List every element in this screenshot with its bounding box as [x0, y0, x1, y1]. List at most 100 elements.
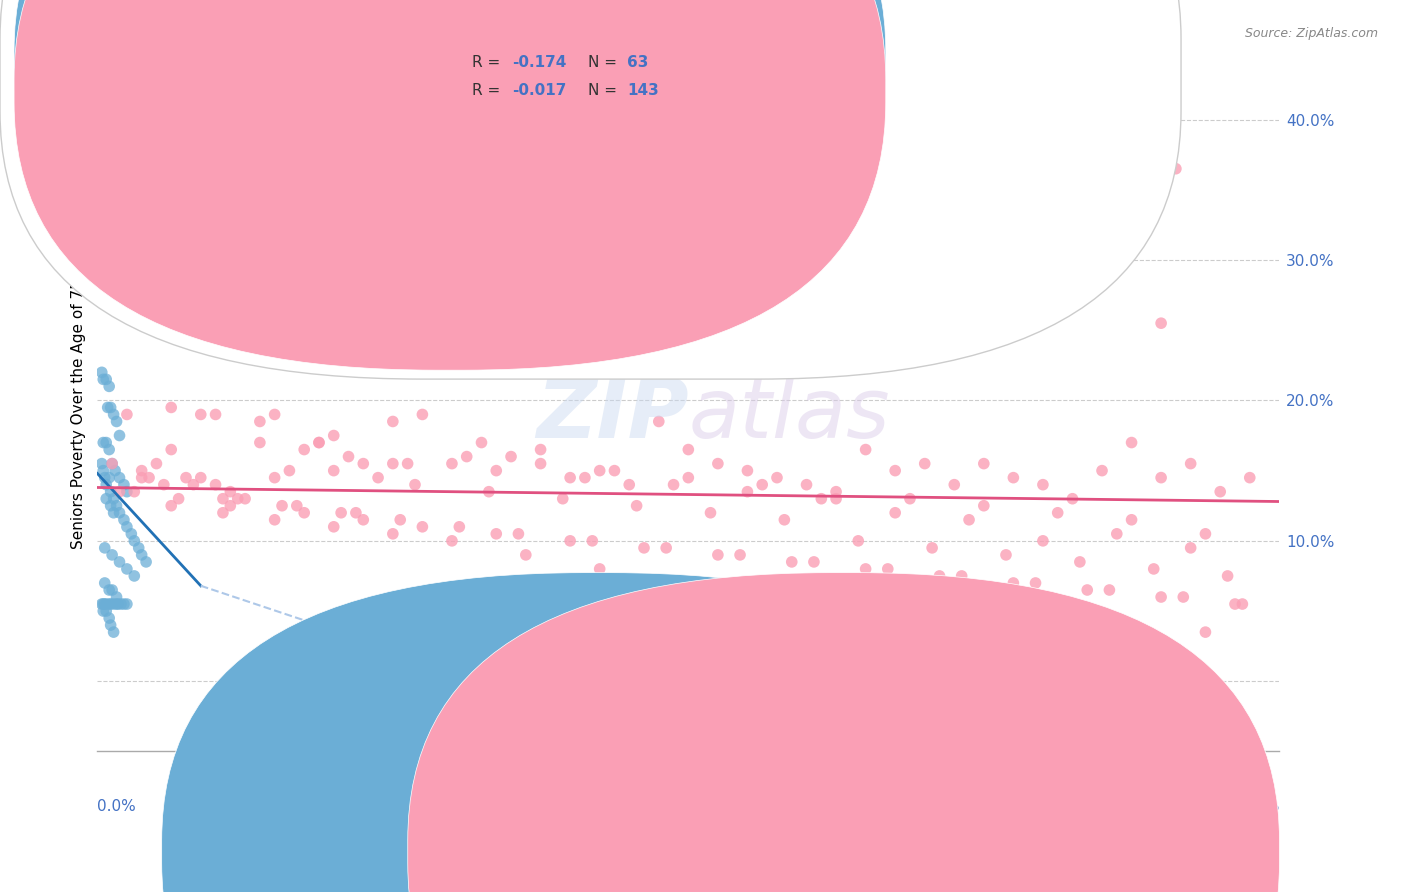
Point — [322, 464, 344, 478]
Point — [115, 562, 138, 576]
Point — [352, 513, 374, 527]
Point — [98, 379, 121, 393]
Point — [104, 464, 127, 478]
Point — [91, 604, 114, 618]
Point — [131, 464, 153, 478]
Point — [105, 415, 128, 429]
Point — [108, 555, 131, 569]
Text: N =: N = — [588, 84, 621, 98]
Point — [308, 435, 330, 450]
Point — [662, 477, 685, 491]
Point — [810, 491, 832, 506]
Point — [921, 541, 943, 555]
Point — [973, 499, 995, 513]
Point — [292, 442, 315, 457]
Point — [249, 435, 271, 450]
Point — [1002, 576, 1025, 591]
Point — [470, 435, 492, 450]
Point — [560, 533, 582, 548]
Point — [112, 513, 135, 527]
Point — [1121, 513, 1143, 527]
Point — [93, 541, 115, 555]
Point — [1002, 470, 1025, 484]
Point — [678, 470, 700, 484]
Text: Asians: Asians — [862, 845, 911, 859]
Point — [108, 506, 131, 520]
Point — [93, 470, 115, 484]
Point — [100, 618, 122, 632]
Point — [950, 569, 973, 583]
Point — [352, 457, 374, 471]
Point — [292, 506, 315, 520]
Point — [648, 415, 671, 429]
Point — [766, 470, 789, 484]
Point — [381, 415, 404, 429]
Point — [737, 582, 759, 597]
Point — [226, 491, 249, 506]
Point — [529, 457, 551, 471]
Point — [98, 470, 121, 484]
Text: Immigrants from Pakistan: Immigrants from Pakistan — [616, 845, 813, 859]
Text: 143: 143 — [627, 84, 659, 98]
Point — [174, 470, 197, 484]
Point — [98, 597, 121, 611]
Point — [1232, 597, 1254, 611]
Point — [485, 526, 508, 541]
Point — [1062, 491, 1084, 506]
Point — [108, 470, 131, 484]
Point — [449, 520, 471, 534]
Point — [551, 491, 574, 506]
Point — [655, 541, 678, 555]
Text: -0.017: -0.017 — [512, 84, 567, 98]
Point — [633, 541, 655, 555]
Point — [1032, 533, 1054, 548]
Point — [884, 506, 907, 520]
Point — [160, 442, 183, 457]
Point — [994, 548, 1017, 562]
Point — [219, 484, 242, 499]
Point — [160, 499, 183, 513]
Point — [876, 562, 898, 576]
Point — [589, 562, 612, 576]
Point — [914, 457, 936, 471]
Point — [344, 506, 367, 520]
Point — [478, 484, 501, 499]
Point — [101, 457, 124, 471]
Point — [285, 499, 308, 513]
Point — [190, 408, 212, 422]
Point — [1239, 470, 1261, 484]
Point — [1180, 457, 1202, 471]
Point — [825, 491, 848, 506]
Point — [115, 520, 138, 534]
Point — [105, 590, 128, 604]
Point — [103, 408, 125, 422]
Point — [404, 477, 426, 491]
Point — [91, 372, 114, 386]
Point — [105, 499, 128, 513]
Point — [1164, 161, 1187, 176]
Point — [957, 604, 980, 618]
Point — [98, 582, 121, 597]
Point — [115, 408, 138, 422]
Point — [411, 408, 433, 422]
Point — [93, 597, 115, 611]
Point — [115, 484, 138, 499]
Point — [884, 464, 907, 478]
Text: ZIP: ZIP — [536, 374, 689, 455]
Point — [100, 597, 122, 611]
Point — [101, 457, 124, 471]
Point — [110, 597, 132, 611]
Point — [626, 499, 648, 513]
Point — [884, 597, 907, 611]
Point — [105, 597, 128, 611]
Point — [825, 484, 848, 499]
Point — [515, 548, 537, 562]
Point — [1069, 555, 1091, 569]
Point — [619, 477, 641, 491]
Point — [308, 435, 330, 450]
Point — [96, 372, 118, 386]
Point — [707, 457, 730, 471]
Point — [263, 470, 285, 484]
Point — [943, 477, 966, 491]
Text: 0.0%: 0.0% — [97, 798, 136, 814]
